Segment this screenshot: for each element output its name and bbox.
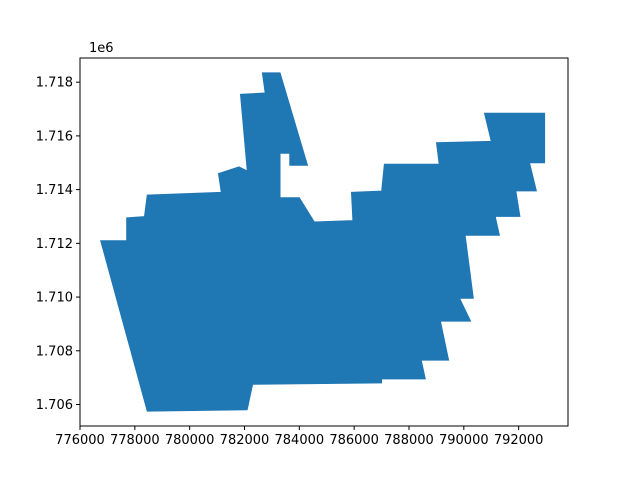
polygon-area-0 bbox=[100, 72, 546, 412]
x-tick-label: 786000 bbox=[329, 433, 379, 448]
y-tick-label: 1.708 bbox=[36, 344, 73, 359]
x-tick-label: 792000 bbox=[494, 433, 544, 448]
x-tick-label: 778000 bbox=[110, 433, 160, 448]
x-tick-label: 776000 bbox=[55, 433, 105, 448]
x-tick-label: 790000 bbox=[439, 433, 489, 448]
x-axis: 776000 778000 780000 782000 784000 786000 7880… bbox=[55, 426, 543, 448]
y-tick-label: 1.710 bbox=[36, 291, 73, 306]
x-tick-label: 784000 bbox=[275, 433, 325, 448]
plot-area bbox=[100, 72, 546, 412]
y-tick-label: 1.712 bbox=[36, 237, 73, 252]
x-tick-label: 780000 bbox=[165, 433, 215, 448]
y-axis-offset-label: 1e6 bbox=[89, 41, 114, 56]
y-tick-label: 1.718 bbox=[36, 76, 73, 91]
y-tick-label: 1.716 bbox=[36, 129, 73, 144]
x-tick-label: 788000 bbox=[384, 433, 434, 448]
axes-frame bbox=[79, 57, 569, 427]
y-tick-label: 1.706 bbox=[36, 398, 73, 413]
y-axis: 1.706 1.708 1.710 1.712 1.714 1.716 1.718 bbox=[36, 76, 80, 413]
y-tick-label: 1.714 bbox=[36, 183, 73, 198]
x-tick-label: 782000 bbox=[220, 433, 270, 448]
